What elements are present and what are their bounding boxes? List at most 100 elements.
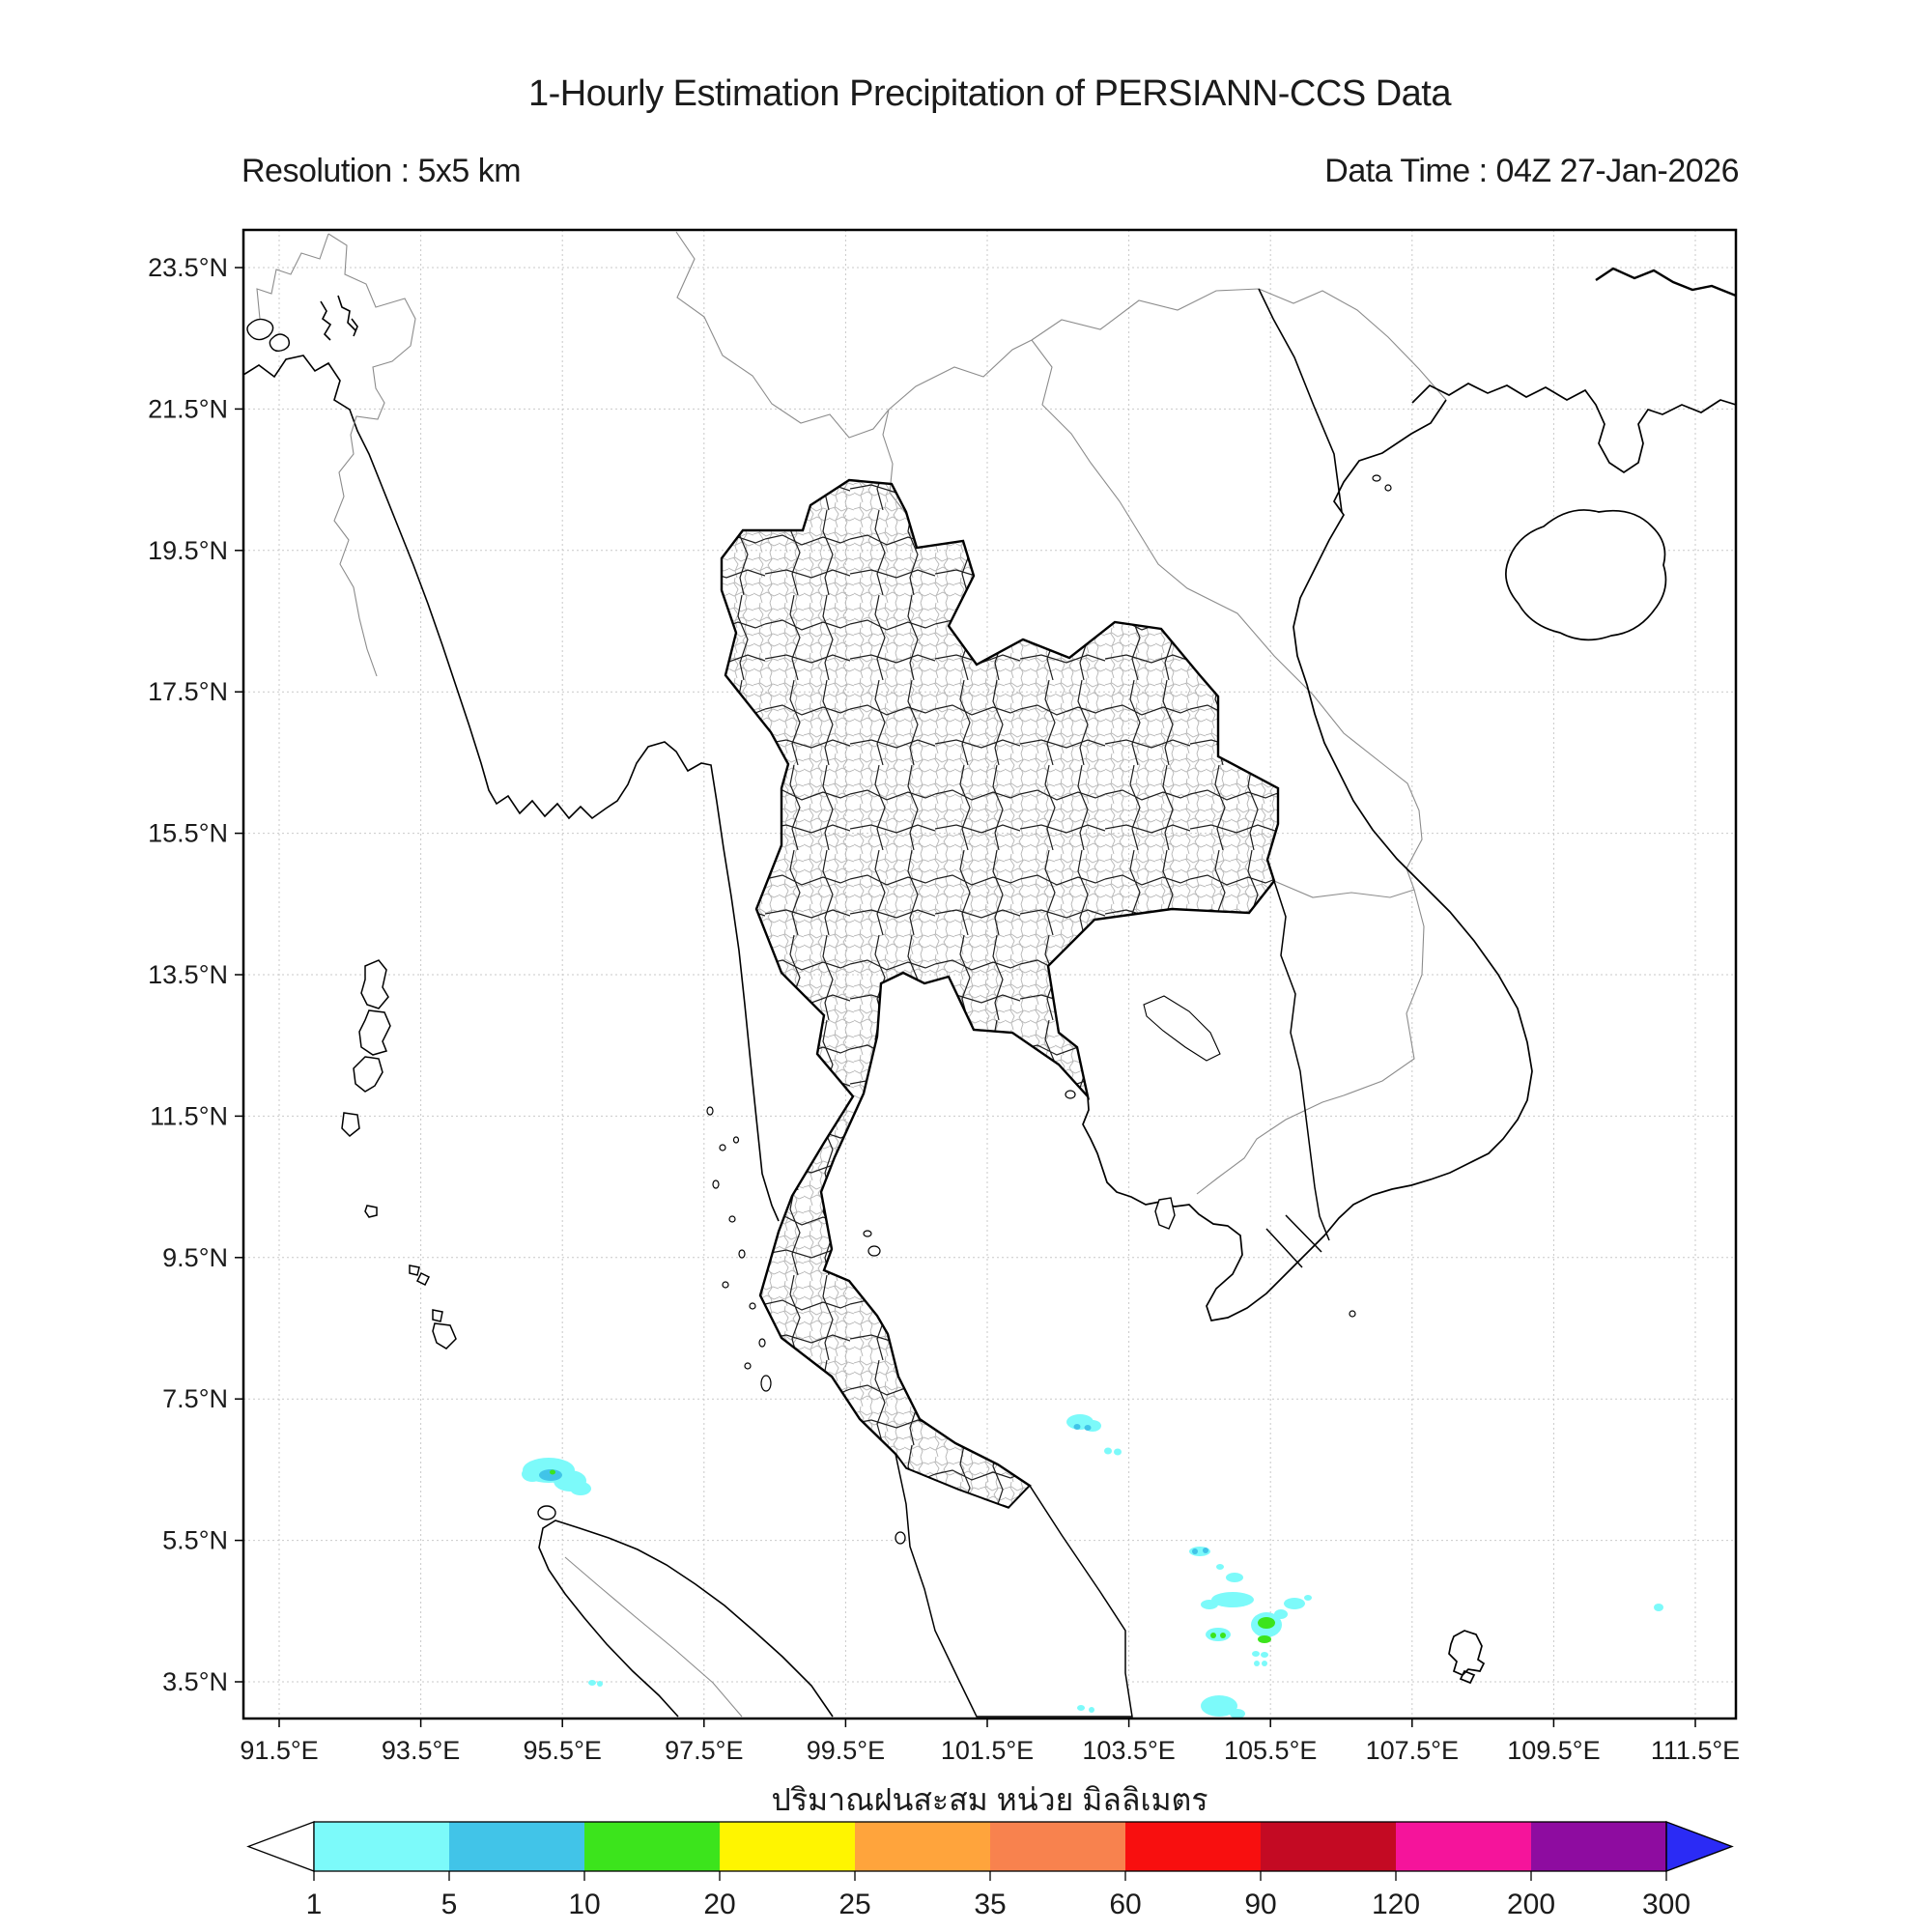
colorbar-tick-label: 60 (1109, 1889, 1141, 1920)
colorbar-segment (1125, 1822, 1261, 1871)
precip-patch (1261, 1652, 1268, 1658)
axis-ticks-and-labels: 91.5°E 93.5°E 95.5°E 97.5°E 99.5°E 101.5°E 103… (148, 253, 1740, 1765)
colorbar-under-arrow (246, 1821, 315, 1872)
precip-patch (1073, 1424, 1081, 1430)
coastline-malaysia (895, 1453, 1133, 1718)
precip-patch (1220, 1633, 1226, 1638)
colorbar-tick-label: 300 (1642, 1889, 1690, 1920)
colorbar-segment (314, 1822, 449, 1871)
lat-tick-label: 15.5°N (148, 819, 228, 848)
colorbar-segment (855, 1822, 990, 1871)
lon-tick-label: 95.5°E (524, 1736, 602, 1765)
tonkin-islands (1372, 474, 1392, 492)
precip-patch (1274, 1609, 1288, 1619)
precipitation-patches (522, 1414, 1663, 1719)
colorbar-tick-label: 90 (1244, 1889, 1276, 1920)
precip-patch (1258, 1617, 1275, 1629)
colorbar-segment (584, 1822, 720, 1871)
lat-tick-label: 13.5°N (148, 960, 228, 989)
precip-patch (1077, 1705, 1085, 1711)
precip-patch (1089, 1707, 1094, 1713)
coastline-sumatra (538, 1520, 834, 1718)
colorbar-segment (1261, 1822, 1396, 1871)
precip-patch (1114, 1448, 1122, 1456)
colorbar-tick-label: 1 (306, 1889, 323, 1920)
colorbar-over-arrow (1665, 1821, 1734, 1872)
lat-tick-label: 9.5°N (162, 1243, 228, 1272)
precip-patch (1654, 1604, 1663, 1611)
lat-tick-label: 21.5°N (148, 394, 228, 423)
lat-tick-label: 3.5°N (162, 1667, 228, 1696)
precip-patch (539, 1469, 562, 1481)
delta-islands (246, 318, 291, 353)
precip-patch (1284, 1598, 1305, 1609)
small-islands (706, 1090, 1356, 1392)
precip-patch (1211, 1592, 1254, 1607)
colorbar-segment (720, 1822, 855, 1871)
colorbar-legend: 1 5 10 20 25 35 60 90 120 200 300 (246, 1821, 1734, 1920)
precip-patch (1216, 1564, 1224, 1570)
xaxis-unit-label-thai: ปริมาณฝนสะสม หน่วย มิลลิเมตร (771, 1782, 1208, 1817)
estuary-squiggles (320, 295, 358, 341)
colorbar-tick-label: 35 (974, 1889, 1006, 1920)
colorbar-tick-label: 200 (1507, 1889, 1555, 1920)
lat-tick-label: 5.5°N (162, 1526, 228, 1555)
page-title: 1-Hourly Estimation Precipitation of PER… (527, 73, 1452, 114)
thailand-province-borders (720, 478, 1280, 1510)
red-river (1258, 288, 1343, 513)
coastline-vietnam-cambodia (1082, 399, 1533, 1321)
precip-patch (1304, 1595, 1312, 1601)
colorbar-tick-label: 10 (568, 1889, 600, 1920)
graticule-gridlines (243, 230, 1736, 1719)
colorbar-segment (1531, 1822, 1666, 1871)
precip-patch (1252, 1651, 1260, 1657)
precip-patch (1230, 1709, 1245, 1719)
colorbar-segment (1396, 1822, 1531, 1871)
hainan-island (1505, 509, 1667, 641)
tonle-sap-lake (1143, 995, 1221, 1062)
resolution-label: Resolution : 5x5 km (242, 153, 522, 189)
colorbar-tick-label: 5 (441, 1889, 458, 1920)
phu-quoc-island (1154, 1197, 1176, 1230)
penang-island (895, 1531, 906, 1545)
colorbar-segment (449, 1822, 584, 1871)
coastline-south-china (1411, 383, 1736, 474)
precip-patch (522, 1466, 543, 1482)
precip-patch (1226, 1573, 1243, 1582)
data-time-label: Data Time : 04Z 27-Jan-2026 (1324, 153, 1739, 189)
lon-tick-label: 109.5°E (1507, 1736, 1600, 1765)
lon-tick-label: 101.5°E (941, 1736, 1034, 1765)
precip-patch (1192, 1548, 1198, 1554)
coastline-myanmar (243, 355, 780, 1222)
precip-patch (1206, 1628, 1231, 1641)
precip-patch (1210, 1633, 1216, 1638)
lon-tick-label: 99.5°E (807, 1736, 885, 1765)
lon-tick-label: 105.5°E (1224, 1736, 1317, 1765)
precip-patch (570, 1482, 591, 1495)
lat-tick-label: 23.5°N (148, 253, 228, 282)
precip-patch (1084, 1425, 1092, 1431)
precip-patch (1201, 1600, 1218, 1609)
precip-patch (597, 1681, 603, 1687)
lat-tick-label: 19.5°N (148, 536, 228, 565)
weh-island (537, 1505, 556, 1520)
lon-tick-label: 97.5°E (665, 1736, 743, 1765)
colorbar-tick-label: 120 (1372, 1889, 1420, 1920)
colorbar-tick-label: 20 (703, 1889, 735, 1920)
colorbar-tick-label: 25 (838, 1889, 870, 1920)
precip-patch (588, 1680, 596, 1686)
andaman-nicobar-islands (341, 959, 457, 1350)
colorbar-segment (990, 1822, 1125, 1871)
lon-tick-label: 91.5°E (240, 1736, 318, 1765)
lon-tick-label: 107.5°E (1366, 1736, 1459, 1765)
lat-tick-label: 11.5°N (150, 1101, 228, 1130)
lon-tick-label: 93.5°E (382, 1736, 460, 1765)
natuna-island (1448, 1630, 1486, 1685)
precip-patch (1258, 1635, 1271, 1643)
mekong-river (1265, 880, 1330, 1268)
precip-patch (1104, 1447, 1112, 1455)
precip-patch (550, 1469, 555, 1475)
precip-patch (1262, 1661, 1267, 1666)
